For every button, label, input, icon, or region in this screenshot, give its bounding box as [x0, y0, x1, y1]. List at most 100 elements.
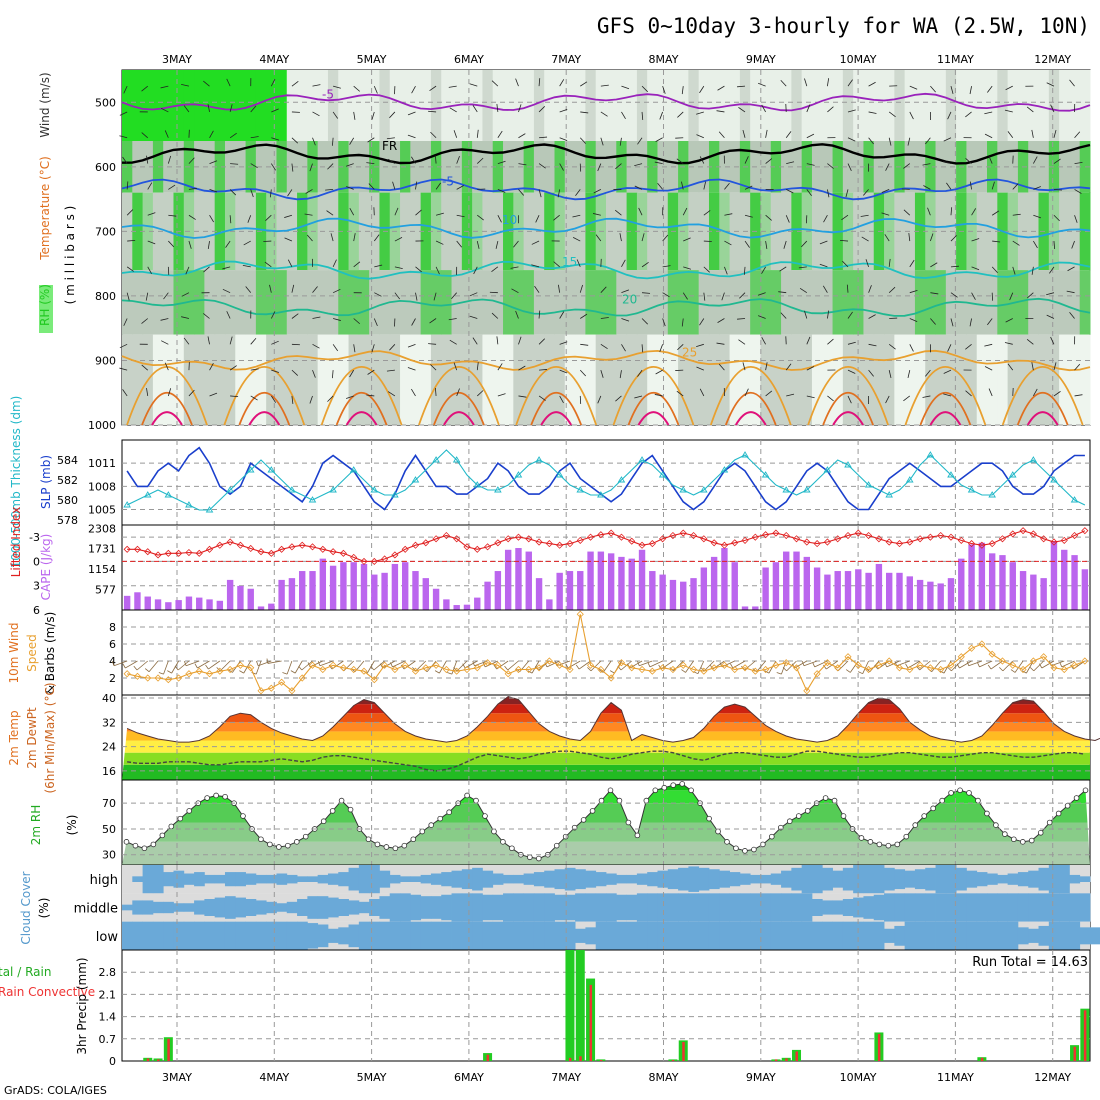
rh-cell	[884, 70, 895, 141]
wind-barb	[332, 344, 339, 352]
wind-barb	[167, 155, 172, 164]
wind-barb	[353, 318, 361, 325]
wind-speed-marker	[535, 664, 543, 672]
cloud-low-bar	[400, 921, 411, 950]
thickness-marker	[123, 501, 131, 508]
cape-bar	[783, 551, 790, 610]
wind-barb	[291, 163, 294, 172]
wind-barb	[930, 262, 938, 268]
cloud-middle-bar	[194, 900, 205, 915]
wind-barb	[472, 337, 478, 345]
wind-speed-marker	[205, 670, 214, 678]
wind-speed-marker	[988, 650, 996, 658]
cloud-low-bar	[884, 928, 895, 943]
cape-bar	[340, 562, 347, 610]
rh-cell	[482, 192, 494, 271]
wind-speed-marker	[1050, 664, 1058, 672]
cape-bar	[710, 556, 718, 610]
cloud-high-bar	[904, 870, 916, 888]
wind-barb	[209, 160, 218, 164]
wind-barb	[718, 131, 725, 139]
wind-barb	[122, 389, 128, 397]
rh-cell	[719, 334, 731, 425]
cloud-high-bar	[873, 865, 885, 894]
wind-barb	[435, 182, 442, 190]
temperature-label: Temperature (°C)	[38, 156, 52, 261]
li-marker	[185, 548, 193, 557]
cloud-low-bar	[1007, 921, 1019, 950]
rh-cell	[533, 270, 545, 335]
thickness-marker	[514, 471, 523, 478]
cape-bar	[350, 562, 357, 610]
li-marker	[494, 539, 502, 547]
rh-cell	[132, 334, 144, 425]
rh-cell	[122, 70, 133, 141]
thickness-marker	[576, 486, 585, 493]
li-marker	[525, 535, 533, 543]
cloud-low-bar	[544, 921, 555, 950]
rh-cell	[152, 270, 164, 335]
rh-marker	[482, 813, 488, 819]
wind-barb	[1031, 129, 1034, 138]
rh-cell	[698, 70, 710, 141]
wind-barb-flag	[1038, 663, 1043, 669]
wind-barb	[366, 394, 375, 397]
rh-cell	[595, 70, 607, 141]
cape-bar	[453, 605, 460, 610]
rh-marker	[204, 795, 210, 801]
wind-barb	[971, 266, 980, 271]
rh-marker	[715, 828, 721, 835]
cloud-high-bar	[297, 876, 308, 882]
rh-cell	[636, 270, 648, 335]
wind-barb	[394, 207, 399, 216]
cape-bar	[268, 603, 275, 610]
wind-barb	[333, 85, 341, 89]
wind-speed-marker	[803, 687, 811, 695]
precip-conv-bar	[671, 1060, 675, 1061]
cloud-middle-bar	[554, 894, 566, 921]
wind-barb	[681, 318, 684, 327]
wind-barb	[717, 318, 725, 323]
wind-barb-10m	[177, 660, 190, 671]
wind-barb	[332, 259, 337, 268]
wind-barb	[1027, 292, 1034, 299]
rh-cell	[163, 70, 174, 141]
wind-barb	[559, 108, 568, 113]
wind-barb	[922, 163, 931, 166]
rh-marker	[625, 819, 632, 826]
rh-cell	[863, 70, 875, 141]
wind-barb	[247, 215, 252, 223]
li-marker	[319, 545, 327, 553]
rh-marker	[957, 787, 963, 794]
rh-marker	[885, 842, 892, 849]
wind-speed-marker	[844, 653, 852, 661]
rh-cell	[122, 270, 133, 335]
wind-barb-10m	[546, 660, 560, 668]
wind-barb-flag	[987, 664, 992, 670]
wind-barb	[535, 215, 540, 223]
li-marker	[164, 549, 172, 557]
li-marker	[679, 529, 687, 537]
wind-barb-flag	[587, 667, 592, 672]
wind-barb	[539, 369, 548, 371]
rh-cell	[224, 70, 236, 141]
cape-bar	[587, 551, 594, 610]
wind-barb	[984, 133, 993, 139]
li-marker	[473, 545, 481, 553]
rh-cell	[770, 141, 782, 193]
rh-cell	[503, 192, 514, 271]
date-label-bottom: 11MAY	[937, 1071, 974, 1084]
wind-barb	[765, 158, 773, 164]
wind-barb-10m	[219, 660, 231, 672]
cloud-high-bar	[420, 874, 432, 884]
rh-cell	[533, 70, 545, 141]
wind-barb-10m	[919, 660, 931, 671]
wind-barb	[229, 365, 237, 371]
wind-barb-10m	[1002, 660, 1014, 672]
precip-conv-bar	[589, 984, 593, 1061]
dewpt-label: 2m DewPt	[25, 707, 39, 769]
wind-barb	[724, 266, 728, 275]
wind-barb	[657, 182, 663, 190]
thickness-marker	[308, 496, 317, 503]
wind-barb	[538, 163, 546, 169]
